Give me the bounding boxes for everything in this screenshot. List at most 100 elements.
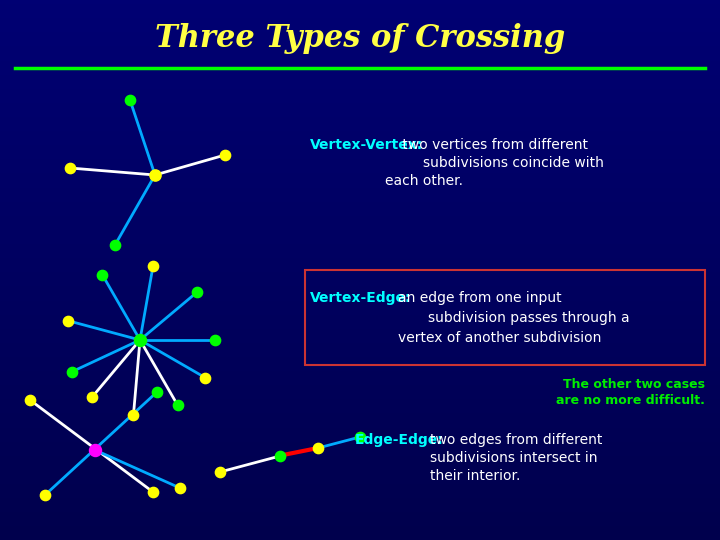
Bar: [0, 391, 720, 392]
Bar: [0, 522, 720, 523]
Bar: [0, 333, 720, 334]
Bar: [0, 195, 720, 196]
Bar: [0, 185, 720, 186]
Bar: [0, 110, 720, 111]
Point: [172, 401, 184, 409]
Bar: [0, 191, 720, 192]
Bar: [0, 321, 720, 322]
Bar: [0, 242, 720, 243]
Bar: [0, 270, 720, 271]
Bar: [0, 399, 720, 400]
Bar: [0, 197, 720, 198]
Bar: [0, 113, 720, 114]
Bar: [0, 209, 720, 210]
Bar: [0, 60, 720, 61]
Bar: [0, 235, 720, 236]
Bar: [0, 94, 720, 95]
Bar: [0, 23, 720, 24]
Bar: [0, 272, 720, 273]
Bar: [0, 38, 720, 39]
Point: [199, 373, 211, 382]
Bar: [0, 237, 720, 238]
Bar: [0, 14, 720, 15]
Bar: [0, 211, 720, 212]
Point: [109, 241, 121, 249]
Bar: [0, 139, 720, 140]
Bar: [0, 41, 720, 42]
Bar: [0, 71, 720, 72]
Bar: [0, 383, 720, 384]
Bar: [0, 373, 720, 374]
Text: Vertex-Vertex:: Vertex-Vertex:: [310, 138, 423, 152]
Bar: [0, 145, 720, 146]
Bar: [0, 357, 720, 358]
Bar: [0, 469, 720, 470]
Bar: [0, 454, 720, 455]
Bar: [0, 368, 720, 369]
Bar: [0, 258, 720, 259]
Bar: [0, 342, 720, 343]
Bar: [0, 96, 720, 97]
Point: [151, 388, 163, 396]
Bar: [0, 92, 720, 93]
Bar: [0, 153, 720, 154]
Bar: [0, 423, 720, 424]
Bar: [0, 520, 720, 521]
Bar: [0, 59, 720, 60]
Bar: [0, 318, 720, 319]
Bar: [0, 468, 720, 469]
Bar: [0, 17, 720, 18]
Bar: [0, 345, 720, 346]
Bar: [0, 142, 720, 143]
Bar: [0, 224, 720, 225]
Bar: [0, 526, 720, 527]
Bar: [0, 168, 720, 169]
Point: [127, 410, 139, 419]
Bar: [0, 509, 720, 510]
Bar: [0, 407, 720, 408]
Bar: [0, 263, 720, 264]
Bar: [0, 13, 720, 14]
Bar: [0, 90, 720, 91]
Bar: [0, 432, 720, 433]
Bar: [0, 450, 720, 451]
Bar: [0, 80, 720, 81]
Bar: [0, 181, 720, 182]
Bar: [0, 530, 720, 531]
Bar: [0, 459, 720, 460]
Bar: [0, 120, 720, 121]
Point: [312, 444, 324, 453]
Bar: [0, 212, 720, 213]
Bar: [0, 54, 720, 55]
Bar: [0, 5, 720, 6]
Bar: [0, 429, 720, 430]
Bar: [0, 3, 720, 4]
Text: subdivision passes through a: subdivision passes through a: [428, 311, 629, 325]
Bar: [0, 36, 720, 37]
Bar: [0, 310, 720, 311]
Bar: [0, 228, 720, 229]
Bar: [0, 403, 720, 404]
Bar: [0, 12, 720, 13]
Bar: [0, 517, 720, 518]
Bar: [0, 241, 720, 242]
Bar: [0, 452, 720, 453]
Bar: [0, 474, 720, 475]
Bar: [0, 86, 720, 87]
Bar: [0, 501, 720, 502]
Bar: [0, 216, 720, 217]
Bar: [0, 246, 720, 247]
Bar: [0, 435, 720, 436]
Bar: [0, 262, 720, 263]
Bar: [0, 143, 720, 144]
Bar: [0, 148, 720, 149]
Point: [62, 316, 73, 325]
Bar: [0, 313, 720, 314]
Bar: [0, 492, 720, 493]
Bar: [0, 232, 720, 233]
Bar: [0, 527, 720, 528]
Bar: [0, 261, 720, 262]
Bar: [0, 122, 720, 123]
Bar: [0, 11, 720, 12]
Text: an edge from one input: an edge from one input: [398, 291, 562, 305]
